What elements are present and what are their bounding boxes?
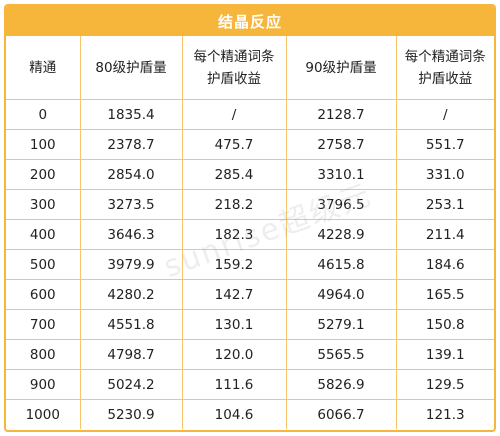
cell-lv90-shield: 3310.1 bbox=[286, 159, 397, 190]
crystallize-shield-table: 结晶反应 精通 80级护盾量 每个精通词条 护盾收益 90级护盾量 bbox=[4, 4, 496, 432]
cell-lv80-shield: 5024.2 bbox=[80, 369, 183, 400]
header-lv80-gain: 每个精通词条 护盾收益 bbox=[182, 36, 287, 100]
cell-lv80-shield: 4551.8 bbox=[80, 309, 183, 340]
header-row: 精通 80级护盾量 每个精通词条 护盾收益 90级护盾量 每个精通词条 护盾收益 bbox=[6, 36, 494, 100]
data-table: 精通 80级护盾量 每个精通词条 护盾收益 90级护盾量 每个精通词条 护盾收益 bbox=[6, 36, 494, 429]
cell-lv90-gain: / bbox=[396, 99, 494, 130]
cell-lv80-gain: 475.7 bbox=[182, 129, 287, 160]
cell-lv80-gain: 142.7 bbox=[182, 279, 287, 310]
table-row: 400 3646.3 182.3 4228.9 211.4 bbox=[6, 219, 494, 250]
cell-lv80-shield: 2378.7 bbox=[80, 129, 183, 160]
cell-lv90-gain: 331.0 bbox=[396, 159, 494, 190]
cell-mastery: 1000 bbox=[6, 399, 81, 429]
cell-lv90-shield: 2758.7 bbox=[286, 129, 397, 160]
cell-lv80-gain: 285.4 bbox=[182, 159, 287, 190]
cell-lv90-gain: 121.3 bbox=[425, 406, 465, 423]
table-row: 100 2378.7 475.7 2758.7 551.7 bbox=[6, 129, 494, 160]
header-lv90-gain: 每个精通词条 护盾收益 bbox=[396, 36, 494, 100]
cell-lv90-shield: 4228.9 bbox=[286, 219, 397, 250]
cell-lv80-shield: 2854.0 bbox=[80, 159, 183, 190]
cell-mastery: 600 bbox=[6, 279, 81, 310]
cell-mastery: 900 bbox=[6, 369, 81, 400]
cell-lv90-shield: 3796.5 bbox=[286, 189, 397, 220]
cell-lv80-shield: 3646.3 bbox=[80, 219, 183, 250]
cell-lv80-shield: 3979.9 bbox=[80, 249, 183, 280]
table-row: 0 1835.4 / 2128.7 / bbox=[6, 99, 494, 130]
cell-lv90-shield: 5826.9 bbox=[286, 369, 397, 400]
cell-lv90-gain: 253.1 bbox=[396, 189, 494, 220]
cell-mastery: 500 bbox=[6, 249, 81, 280]
cell-lv90-shield: 2128.7 bbox=[286, 99, 397, 130]
cell-lv80-shield: 5230.9 bbox=[80, 399, 183, 429]
table-row: 500 3979.9 159.2 4615.8 184.6 bbox=[6, 249, 494, 280]
header-lv90-shield: 90级护盾量 bbox=[286, 36, 397, 100]
cell-lv80-gain: 159.2 bbox=[182, 249, 287, 280]
cell-mastery: 100 bbox=[6, 129, 81, 160]
table-row: 300 3273.5 218.2 3796.5 253.1 bbox=[6, 189, 494, 220]
cell-lv90-gain: 139.1 bbox=[396, 339, 494, 370]
cell-lv90-gain: 150.8 bbox=[396, 309, 494, 340]
cell-lv80-shield: 4280.2 bbox=[80, 279, 183, 310]
table-title: 结晶反应 bbox=[6, 6, 494, 36]
cell-lv90-shield: 5565.5 bbox=[286, 339, 397, 370]
cell-lv90-gain: 551.7 bbox=[396, 129, 494, 160]
cell-mastery: 200 bbox=[6, 159, 81, 190]
cell-lv90-gain: 184.6 bbox=[396, 249, 494, 280]
header-lv80-shield: 80级护盾量 bbox=[80, 36, 183, 100]
cell-lv80-gain: 182.3 bbox=[182, 219, 287, 250]
cell-lv90-shield: 5279.1 bbox=[286, 309, 397, 340]
cell-mastery: 700 bbox=[6, 309, 81, 340]
header-mastery: 精通 bbox=[6, 36, 81, 100]
cell-lv80-gain: / bbox=[182, 99, 287, 130]
cell-lv80-gain: 104.6 bbox=[182, 399, 287, 429]
cell-mastery: 400 bbox=[6, 219, 81, 250]
cell-lv80-shield: 4798.7 bbox=[80, 339, 183, 370]
cell-lv90-shield: 6066.7 bbox=[286, 399, 397, 429]
table-row: 800 4798.7 120.0 5565.5 139.1 bbox=[6, 339, 494, 370]
cell-lv90-shield: 4615.8 bbox=[286, 249, 397, 280]
table-row: 700 4551.8 130.1 5279.1 150.8 bbox=[6, 309, 494, 340]
cell-lv80-gain: 111.6 bbox=[182, 369, 287, 400]
cell-mastery: 800 bbox=[6, 339, 81, 370]
cell-lv90-gain: 211.4 bbox=[396, 219, 494, 250]
table-row: 900 5024.2 111.6 5826.9 129.5 bbox=[6, 369, 494, 400]
table-row: 600 4280.2 142.7 4964.0 165.5 bbox=[6, 279, 494, 310]
cell-lv80-gain: 120.0 bbox=[182, 339, 287, 370]
cell-mastery: 300 bbox=[6, 189, 81, 220]
table-row: 1000 5230.9 104.6 6066.7 121.3 bbox=[6, 399, 494, 429]
cell-lv90-gain: 165.5 bbox=[396, 279, 494, 310]
table-row: 200 2854.0 285.4 3310.1 331.0 bbox=[6, 159, 494, 190]
cell-lv90-gain: 129.5 bbox=[396, 369, 494, 400]
cell-lv80-shield: 1835.4 bbox=[80, 99, 183, 130]
cell-lv80-gain: 218.2 bbox=[182, 189, 287, 220]
cell-lv80-shield: 3273.5 bbox=[80, 189, 183, 220]
cell-lv80-gain: 130.1 bbox=[182, 309, 287, 340]
cell-lv90-shield: 4964.0 bbox=[286, 279, 397, 310]
cell-mastery: 0 bbox=[6, 99, 81, 130]
